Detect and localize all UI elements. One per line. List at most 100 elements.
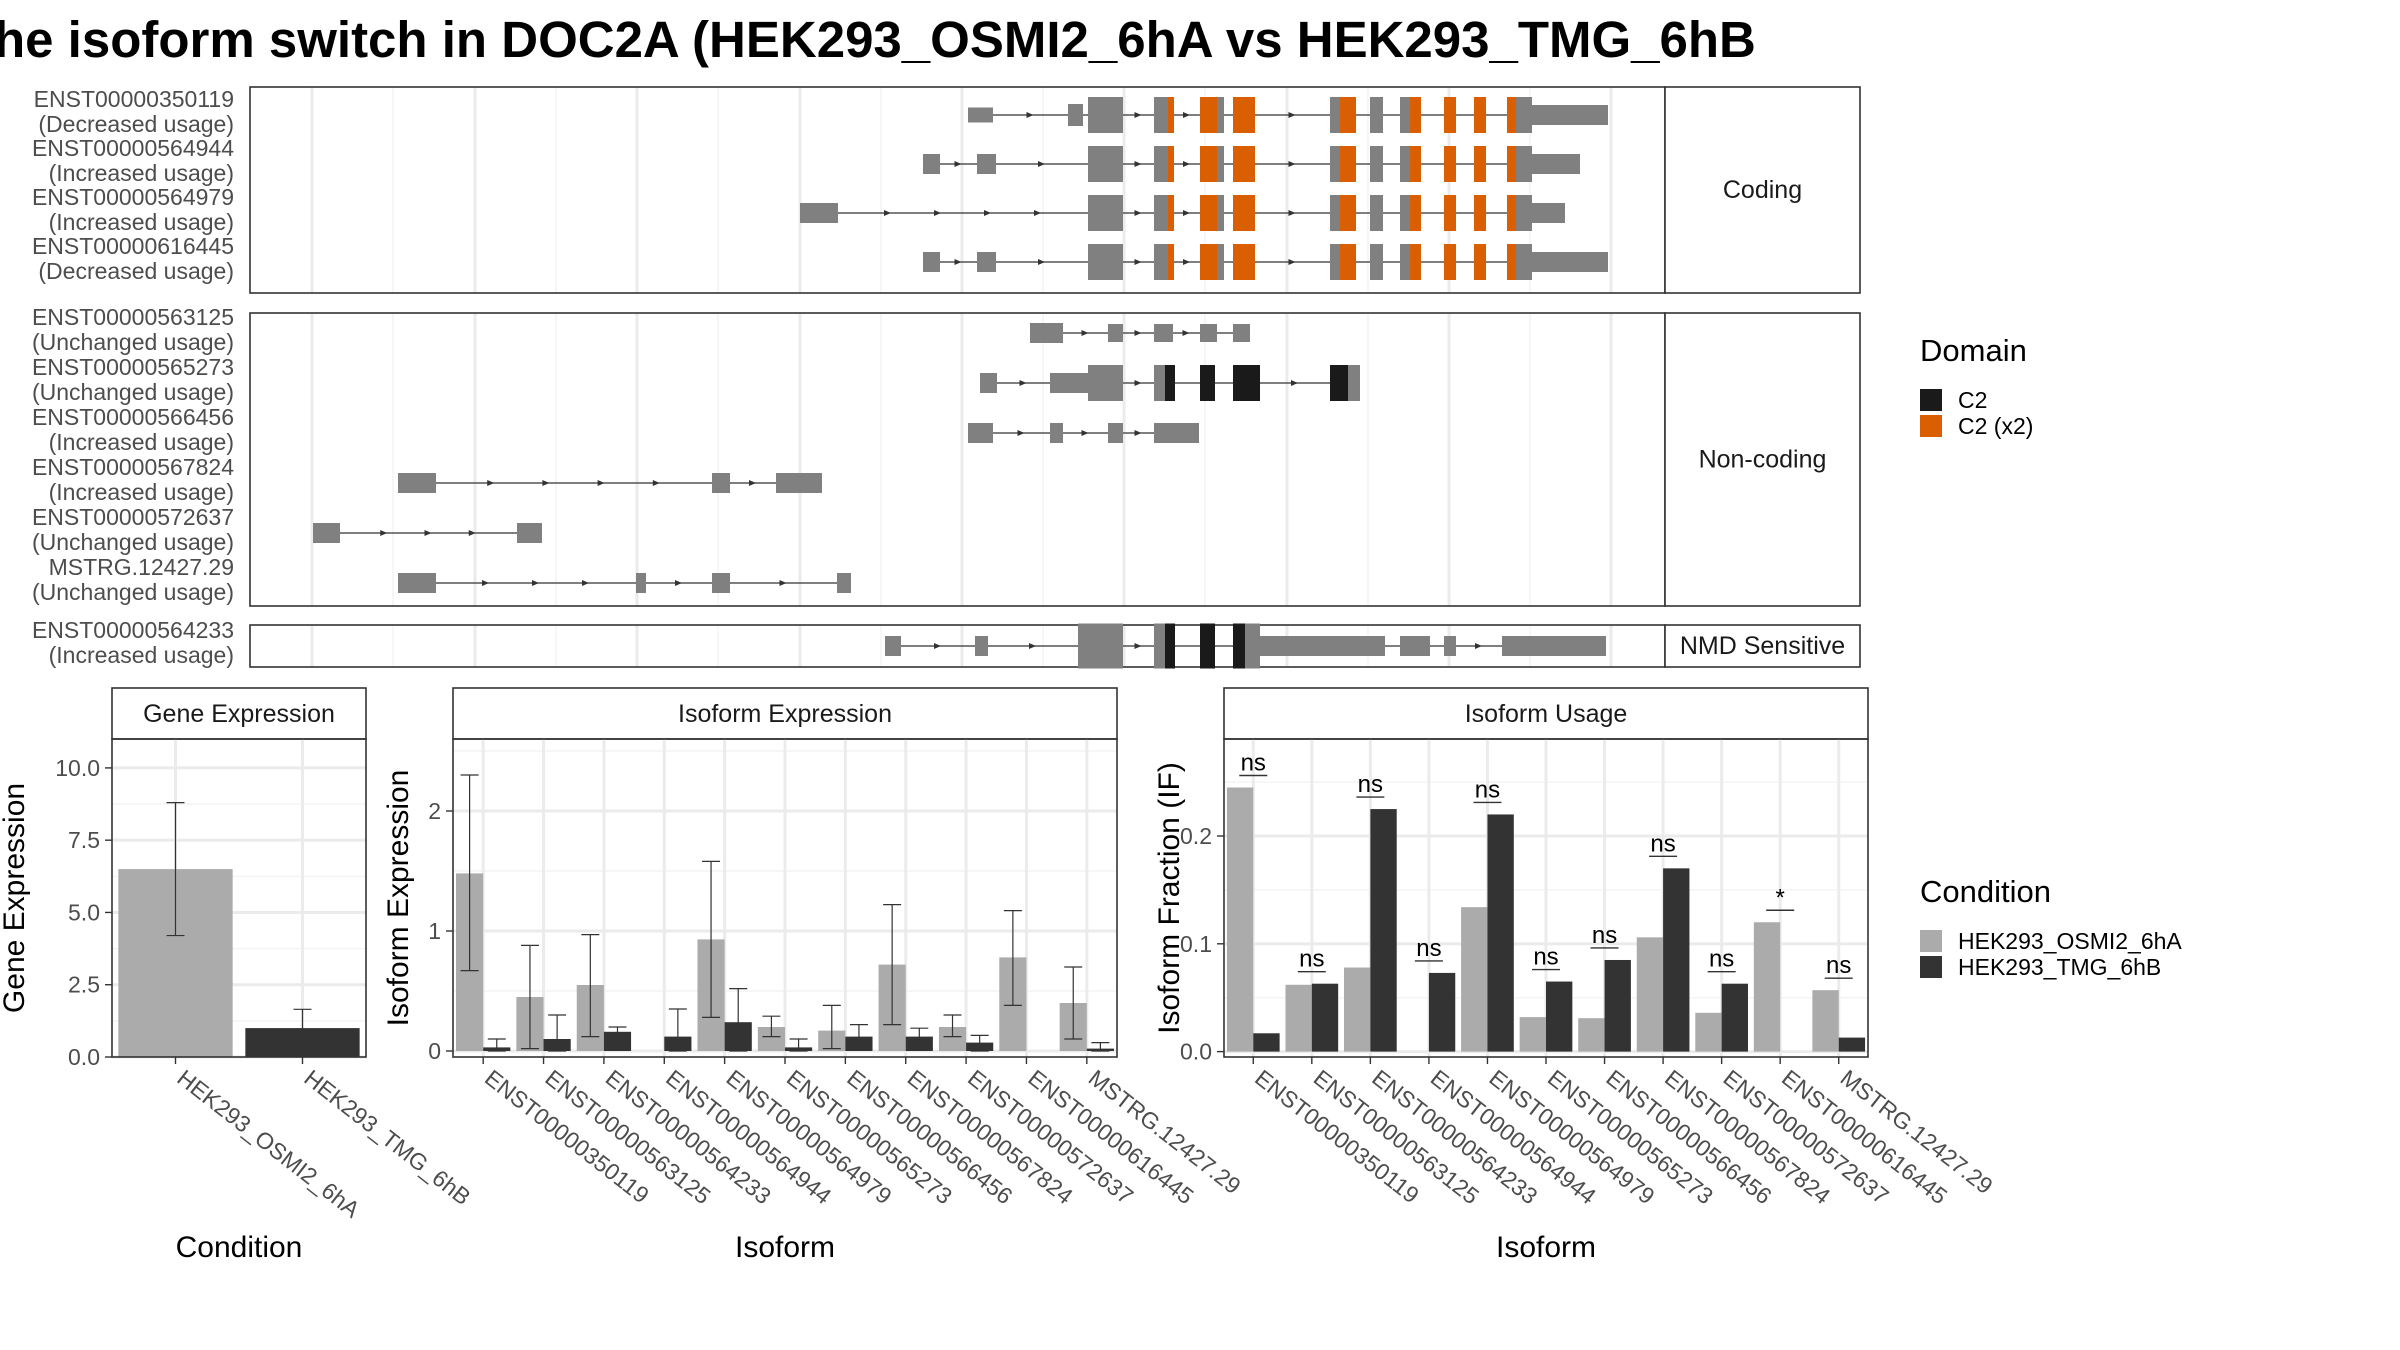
exon xyxy=(1400,195,1410,231)
exon xyxy=(1532,252,1608,272)
exon xyxy=(1532,203,1565,223)
transcript-id-label: ENST00000563125 xyxy=(32,304,234,330)
direction-arrow xyxy=(1183,210,1190,216)
direction-arrow xyxy=(675,580,682,586)
direction-arrow xyxy=(1134,161,1142,167)
domain-exon xyxy=(1200,623,1215,669)
domain-exon xyxy=(1168,244,1174,280)
domain-exon xyxy=(1200,365,1215,401)
domain-exon xyxy=(1200,97,1217,133)
bar xyxy=(1721,983,1748,1052)
exon xyxy=(1400,636,1430,656)
significance-label: ns xyxy=(1533,944,1558,971)
domain-exon xyxy=(1233,195,1255,231)
condition-legend-label: HEK293_OSMI2_6hA xyxy=(1958,928,2182,954)
exon xyxy=(1154,423,1199,443)
exon xyxy=(1516,146,1532,182)
domain-exon xyxy=(1444,244,1456,280)
direction-arrow xyxy=(1183,259,1190,265)
exon xyxy=(1370,146,1383,182)
y-tick-label: 2.5 xyxy=(68,972,100,998)
domain-legend-swatch xyxy=(1920,389,1942,411)
direction-arrow xyxy=(1134,430,1142,436)
exon xyxy=(1260,636,1385,656)
exon xyxy=(837,573,851,593)
exon xyxy=(1217,244,1224,280)
structure-facet-panel xyxy=(250,87,1665,293)
bar xyxy=(603,1031,632,1051)
y-tick-label: 1 xyxy=(428,918,441,944)
facet-strip xyxy=(1664,624,1861,668)
exon xyxy=(1330,244,1340,280)
direction-arrow xyxy=(1134,330,1142,336)
exon xyxy=(1400,146,1410,182)
direction-arrow xyxy=(1288,259,1296,265)
domain-exon xyxy=(1340,195,1356,231)
chart-title: Isoform Expression xyxy=(678,700,892,728)
direction-arrow xyxy=(1291,380,1298,386)
direction-arrow xyxy=(984,210,991,216)
significance-label: ns xyxy=(1709,946,1734,973)
direction-arrow xyxy=(532,580,539,586)
transcript-usage-label: (Increased usage) xyxy=(49,479,234,505)
chart-title: Isoform Usage xyxy=(1465,700,1628,728)
facet-strip xyxy=(1664,312,1861,607)
facet-strip xyxy=(1664,86,1861,294)
exon xyxy=(1154,97,1168,133)
significance-label: ns xyxy=(1475,776,1500,803)
direction-arrow xyxy=(1288,112,1296,118)
transcript-usage-label: (Unchanged usage) xyxy=(32,379,234,405)
y-tick-label: 10.0 xyxy=(55,755,100,781)
y-tick-label: 0.2 xyxy=(1180,823,1212,849)
exon xyxy=(1502,636,1606,656)
x-axis-title: Condition xyxy=(176,1231,303,1264)
direction-arrow xyxy=(1182,330,1190,336)
domain-exon xyxy=(1410,195,1421,231)
direction-arrow xyxy=(582,580,589,586)
direction-arrow xyxy=(954,161,962,167)
direction-arrow xyxy=(1134,210,1142,216)
exon xyxy=(1154,195,1168,231)
bar xyxy=(1604,959,1631,1052)
condition-legend-swatch xyxy=(1920,930,1942,952)
direction-arrow xyxy=(884,210,891,216)
domain-exon xyxy=(1168,195,1174,231)
direction-arrow xyxy=(1029,643,1036,649)
bar xyxy=(1519,1017,1546,1052)
bar xyxy=(1546,981,1573,1052)
chart-title: Gene Expression xyxy=(143,700,335,728)
domain-exon xyxy=(1410,97,1421,133)
exon xyxy=(975,636,988,656)
direction-arrow xyxy=(1034,210,1041,216)
direction-arrow xyxy=(1288,161,1296,167)
significance-label: ns xyxy=(1358,771,1383,798)
exon xyxy=(1400,97,1410,133)
transcript-id-label: ENST00000572637 xyxy=(32,504,234,530)
exon xyxy=(1516,97,1532,133)
y-tick-label: 7.5 xyxy=(68,827,100,853)
exon xyxy=(1400,244,1410,280)
exon xyxy=(1088,97,1123,133)
bar xyxy=(1226,787,1254,1052)
exon xyxy=(398,573,436,593)
exon xyxy=(1217,195,1224,231)
domain-exon xyxy=(1507,97,1516,133)
exon xyxy=(977,252,996,272)
exon xyxy=(1068,104,1083,126)
direction-arrow xyxy=(934,210,941,216)
exon xyxy=(1370,97,1383,133)
y-axis-title: Gene Expression xyxy=(0,783,31,1013)
direction-arrow xyxy=(1026,112,1034,118)
bar xyxy=(1344,967,1371,1052)
transcript-id-label: ENST00000564944 xyxy=(32,135,234,161)
domain-exon xyxy=(1474,146,1486,182)
chart-strip xyxy=(1223,687,1869,740)
significance-label: ns xyxy=(1416,935,1441,962)
direction-arrow xyxy=(1019,380,1027,386)
direction-arrow xyxy=(1134,112,1142,118)
condition-legend-title: Condition xyxy=(1920,874,2051,909)
exon xyxy=(1516,244,1532,280)
chart-panel-1: Isoform Expression012ENST00000350119ENST… xyxy=(382,687,1246,1264)
exon xyxy=(398,473,436,493)
exon xyxy=(1330,97,1340,133)
